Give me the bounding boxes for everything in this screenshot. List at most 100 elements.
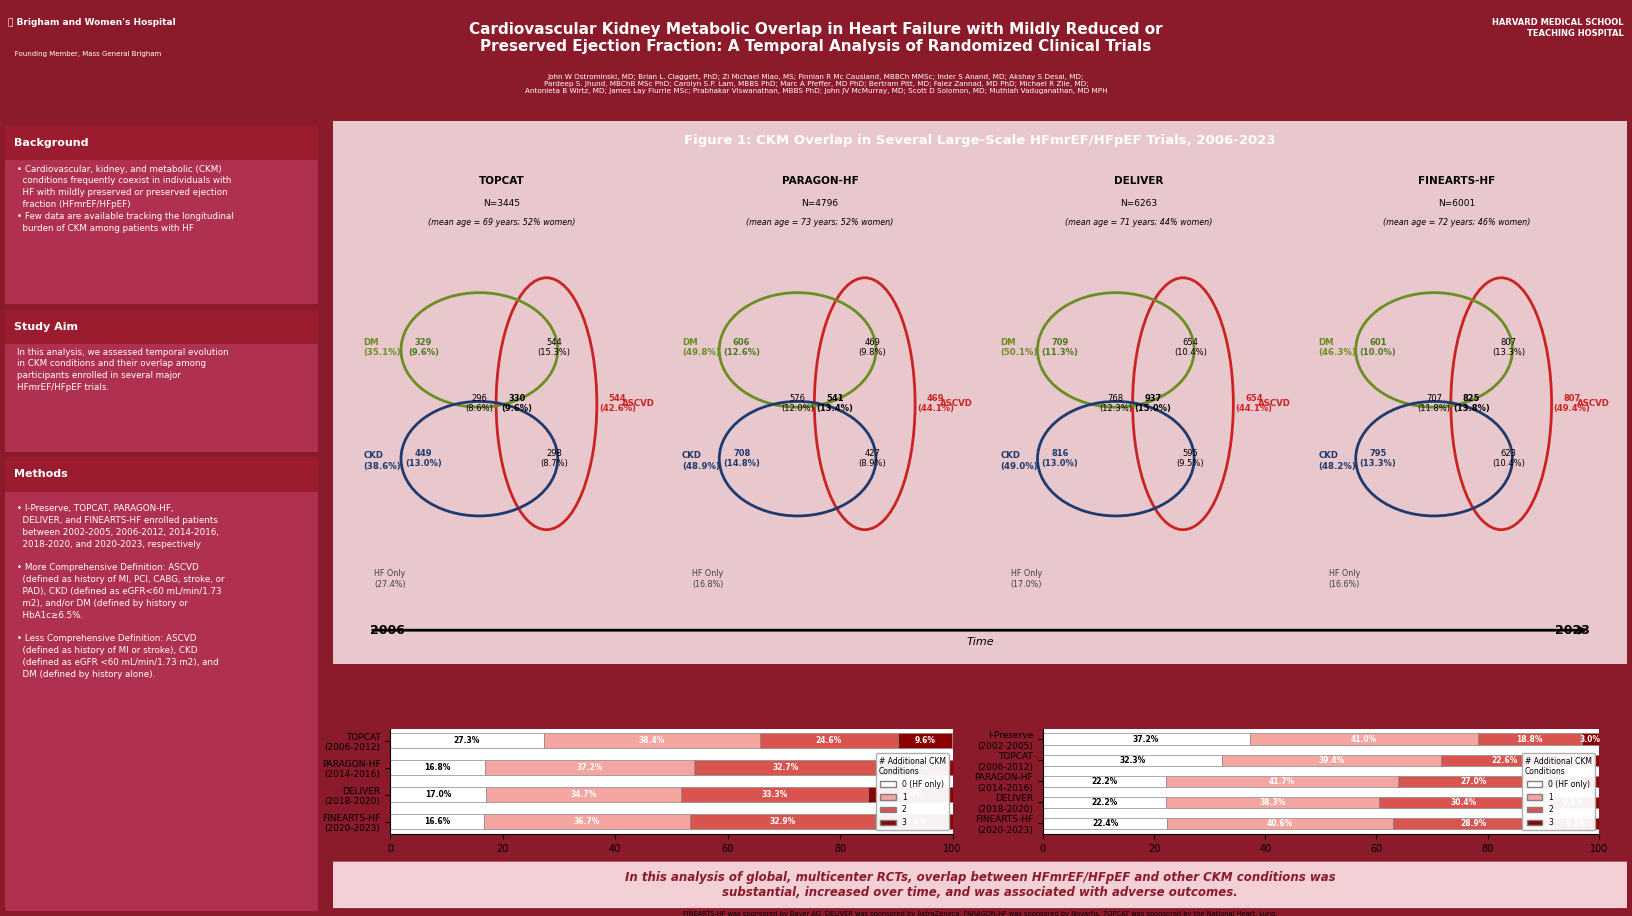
Text: # of CKM Conditions
(Less Comprehensive Definition): # of CKM Conditions (Less Comprehensive …: [1182, 680, 1412, 708]
Text: 654
(44.1%): 654 (44.1%): [1235, 394, 1273, 413]
Bar: [1549, 776, 1599, 787]
Text: TOPCAT: TOPCAT: [478, 176, 524, 186]
Bar: [1167, 776, 1399, 787]
Text: CKD
(48.2%): CKD (48.2%): [1319, 452, 1356, 471]
Text: • Cardiovascular, kidney, and metabolic (CKM)
  conditions frequently coexist in: • Cardiovascular, kidney, and metabolic …: [18, 165, 235, 233]
Text: 38.4%: 38.4%: [638, 736, 664, 746]
Text: 41.7%: 41.7%: [1270, 777, 1296, 786]
Text: 36.7%: 36.7%: [573, 817, 601, 826]
Text: 22.4%: 22.4%: [1092, 819, 1118, 828]
Bar: [1581, 734, 1599, 745]
Bar: [486, 788, 681, 802]
Text: 16.6%: 16.6%: [424, 817, 450, 826]
Text: PARAGON-HF: PARAGON-HF: [782, 176, 858, 186]
Bar: [1399, 776, 1549, 787]
Bar: [1567, 755, 1599, 766]
Text: ASCVD: ASCVD: [622, 399, 654, 409]
Text: 22.6%: 22.6%: [1492, 756, 1518, 765]
Text: 13.8%: 13.8%: [901, 817, 927, 826]
Text: 544
(42.6%): 544 (42.6%): [599, 394, 636, 413]
Text: (mean age = 71 years; 44% women): (mean age = 71 years; 44% women): [1064, 218, 1213, 227]
Text: 807
(13.3%): 807 (13.3%): [1492, 338, 1526, 357]
Bar: [483, 814, 690, 829]
Text: 39.4%: 39.4%: [1319, 756, 1345, 765]
Bar: [1554, 818, 1599, 829]
X-axis label: %: %: [1317, 859, 1325, 869]
Text: 34.7%: 34.7%: [570, 791, 597, 800]
Text: 38.3%: 38.3%: [1260, 798, 1286, 807]
Text: CKD
(38.6%): CKD (38.6%): [364, 452, 401, 471]
Text: N=6263: N=6263: [1120, 199, 1157, 208]
Text: 28.9%: 28.9%: [1461, 819, 1487, 828]
Text: Study Aim: Study Aim: [15, 322, 78, 332]
Text: 795
(13.3%): 795 (13.3%): [1359, 449, 1397, 468]
Legend: 0 (HF only), 1, 2, 3: 0 (HF only), 1, 2, 3: [1523, 754, 1594, 830]
Text: 2006: 2006: [370, 624, 405, 637]
Text: 27.0%: 27.0%: [1461, 777, 1487, 786]
Text: HF Only
(27.4%): HF Only (27.4%): [374, 569, 406, 589]
Text: 22.2%: 22.2%: [1092, 777, 1118, 786]
Bar: [1549, 797, 1599, 808]
Text: 937
(15.0%): 937 (15.0%): [1134, 394, 1172, 413]
Text: 40.6%: 40.6%: [1266, 819, 1293, 828]
Text: In this analysis, we assessed temporal evolution
in CKM conditions and their ove: In this analysis, we assessed temporal e…: [18, 348, 228, 392]
Text: CKD
(48.9%): CKD (48.9%): [682, 452, 720, 471]
Bar: [1477, 734, 1581, 745]
Text: 298
(8.7%): 298 (8.7%): [540, 449, 568, 468]
Text: DM
(35.1%): DM (35.1%): [364, 338, 401, 357]
Bar: [1043, 818, 1167, 829]
FancyBboxPatch shape: [5, 158, 318, 306]
Text: ASCVD: ASCVD: [940, 399, 973, 409]
Text: 576
(12.0%): 576 (12.0%): [782, 394, 814, 413]
Bar: [1043, 734, 1250, 745]
Text: 469
(9.8%): 469 (9.8%): [858, 338, 886, 357]
FancyBboxPatch shape: [0, 457, 331, 492]
Text: 449
(13.0%): 449 (13.0%): [405, 449, 442, 468]
FancyBboxPatch shape: [0, 310, 331, 344]
FancyBboxPatch shape: [320, 115, 1632, 670]
Text: 32.3%: 32.3%: [1120, 756, 1146, 765]
Text: 623
(10.4%): 623 (10.4%): [1492, 449, 1526, 468]
Text: FINEARTS-HF was sponsored by Bayer AG, DELIVER was sponsored by AstraZeneca, PAR: FINEARTS-HF was sponsored by Bayer AG, D…: [682, 911, 1278, 916]
Text: 654
(10.4%): 654 (10.4%): [1173, 338, 1208, 357]
Text: 17.0%: 17.0%: [424, 791, 450, 800]
FancyBboxPatch shape: [5, 487, 318, 915]
Text: 13.4%: 13.4%: [902, 763, 929, 772]
Text: 9.6%: 9.6%: [914, 736, 935, 746]
Text: HF Only
(17.0%): HF Only (17.0%): [1010, 569, 1043, 589]
Text: 427
(8.9%): 427 (8.9%): [858, 449, 886, 468]
Text: 27.3%: 27.3%: [454, 736, 480, 746]
Bar: [1167, 797, 1379, 808]
Bar: [543, 734, 759, 748]
Text: Founding Member, Mass General Brigham: Founding Member, Mass General Brigham: [8, 50, 162, 57]
Text: 329
(9.6%): 329 (9.6%): [408, 338, 439, 357]
FancyBboxPatch shape: [313, 860, 1632, 910]
Text: • I-Preserve, TOPCAT, PARAGON-HF,
  DELIVER, and FINEARTS-HF enrolled patients
 : • I-Preserve, TOPCAT, PARAGON-HF, DELIVE…: [18, 505, 225, 679]
Text: HF Only
(16.6%): HF Only (16.6%): [1328, 569, 1359, 589]
Text: (mean age = 72 years; 46% women): (mean age = 72 years; 46% women): [1382, 218, 1531, 227]
Text: (mean age = 73 years; 52% women): (mean age = 73 years; 52% women): [746, 218, 894, 227]
Text: N=3445: N=3445: [483, 199, 521, 208]
Bar: [1043, 755, 1222, 766]
Text: 9.1%: 9.1%: [1563, 798, 1585, 807]
Bar: [875, 814, 953, 829]
Text: 41.0%: 41.0%: [1351, 735, 1377, 744]
Text: 595
(9.5%): 595 (9.5%): [1177, 449, 1204, 468]
Text: 9.1%: 9.1%: [1563, 777, 1585, 786]
Bar: [390, 814, 483, 829]
Text: HARVARD MEDICAL SCHOOL
TEACHING HOSPITAL: HARVARD MEDICAL SCHOOL TEACHING HOSPITAL: [1492, 18, 1624, 38]
Text: 807
(49.4%): 807 (49.4%): [1554, 394, 1591, 413]
Text: 2023: 2023: [1555, 624, 1590, 637]
Bar: [390, 788, 486, 802]
Text: In this analysis of global, multicenter RCTs, overlap between HFmrEF/HFpEF and o: In this analysis of global, multicenter …: [625, 871, 1335, 899]
Text: ASCVD: ASCVD: [1577, 399, 1609, 409]
Text: HF Only
(16.8%): HF Only (16.8%): [692, 569, 723, 589]
Text: 768
(12.3%): 768 (12.3%): [1100, 394, 1133, 413]
Text: 16.8%: 16.8%: [424, 763, 450, 772]
Text: 606
(12.6%): 606 (12.6%): [723, 338, 761, 357]
Text: DM
(50.1%): DM (50.1%): [1000, 338, 1038, 357]
Bar: [681, 788, 868, 802]
Text: 32.9%: 32.9%: [769, 817, 795, 826]
Text: 33.3%: 33.3%: [762, 791, 788, 800]
Bar: [1167, 818, 1394, 829]
